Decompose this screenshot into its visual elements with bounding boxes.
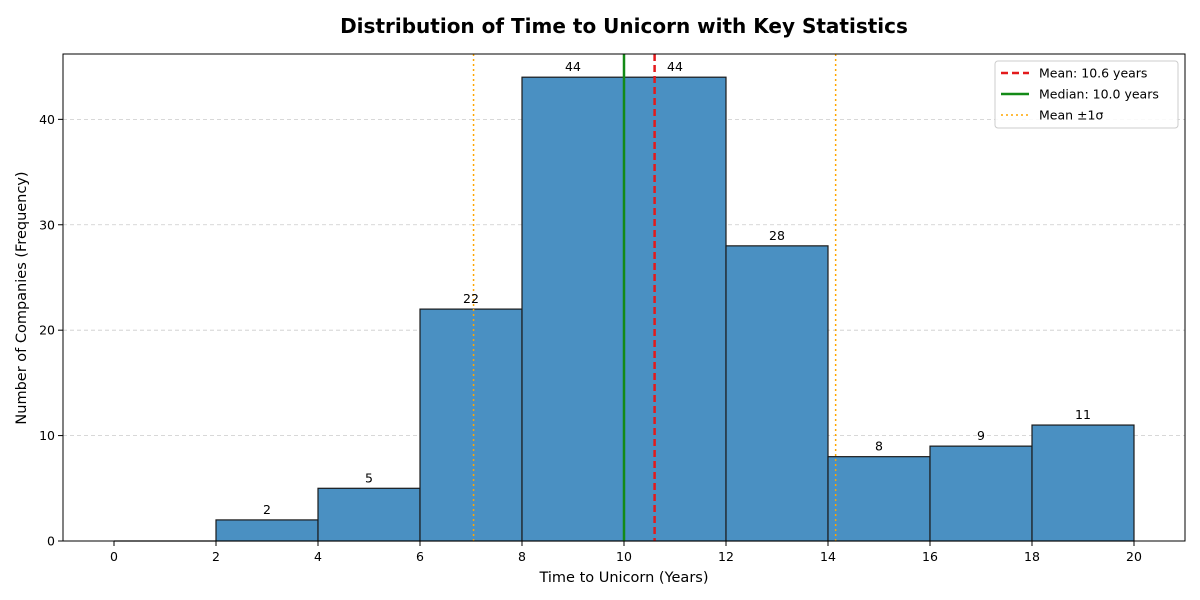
x-tick-label: 6 (416, 549, 424, 564)
bar-value-label: 11 (1075, 407, 1091, 422)
bar-value-labels: 2 5 22 44 44 28 8 9 11 (263, 59, 1091, 517)
bar-value-label: 9 (977, 428, 985, 443)
y-tick-label: 20 (39, 323, 55, 338)
histogram-bar (827, 456, 931, 542)
y-tick-label: 10 (39, 428, 55, 443)
x-tick-label: 4 (314, 549, 322, 564)
chart-title: Distribution of Time to Unicorn with Key… (340, 14, 908, 38)
legend-box (994, 60, 1179, 129)
x-tick-label: 20 (1126, 549, 1142, 564)
legend-label: Mean ±1σ (1039, 108, 1103, 123)
histogram-bar (929, 445, 1033, 542)
x-tick-label: 8 (518, 549, 526, 564)
histogram-bar (1031, 424, 1135, 542)
bar-value-label: 22 (463, 291, 479, 306)
axes: 0 2 4 6 8 10 12 14 16 18 20 0 10 20 30 40 (39, 112, 1142, 564)
bar-value-label: 5 (365, 470, 373, 485)
bar-value-label: 28 (769, 228, 785, 243)
histogram-bar (521, 76, 625, 542)
histogram-bar (419, 308, 523, 542)
histogram-bar (215, 519, 319, 542)
histogram-bar (623, 76, 727, 542)
x-tick-label: 0 (110, 549, 118, 564)
y-axis-label: Number of Companies (Frequency) (14, 171, 30, 424)
bar-value-label: 44 (667, 59, 683, 74)
legend-label: Median: 10.0 years (1039, 87, 1159, 102)
bar-value-label: 2 (263, 502, 271, 517)
legend-label: Mean: 10.6 years (1039, 66, 1147, 81)
legend: Mean: 10.6 years Median: 10.0 years Mean ±… (994, 60, 1179, 129)
y-tick-label: 0 (47, 534, 55, 549)
reference-lines (472, 54, 837, 541)
histogram-bar (725, 245, 829, 542)
x-tick-label: 18 (1024, 549, 1040, 564)
y-tick-label: 30 (39, 217, 55, 232)
x-tick-label: 16 (922, 549, 938, 564)
x-tick-label: 2 (212, 549, 220, 564)
x-axis-label: Time to Unicorn (Years) (538, 570, 708, 586)
y-tick-label: 40 (39, 112, 55, 127)
x-tick-label: 14 (820, 549, 836, 564)
bar-value-label: 8 (875, 439, 883, 454)
bar-value-label: 44 (565, 59, 581, 74)
x-tick-label: 10 (616, 549, 632, 564)
histogram-bar (317, 487, 421, 542)
x-tick-label: 12 (718, 549, 734, 564)
